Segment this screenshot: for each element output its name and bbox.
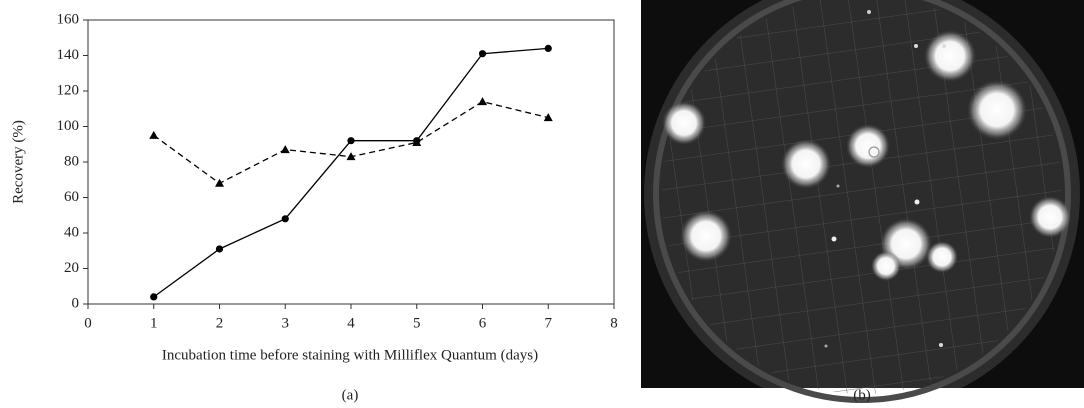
y-tick-label: 160	[57, 11, 80, 27]
marker	[149, 130, 159, 139]
series-line	[153, 47, 549, 298]
marker	[215, 178, 224, 187]
x-tick-label: 8	[610, 315, 618, 331]
marker	[280, 145, 290, 154]
marker	[544, 44, 552, 53]
marker	[543, 113, 553, 122]
y-tick-label: 80	[64, 153, 79, 169]
panel-label: (a)	[342, 387, 359, 403]
y-tick-label: 140	[57, 47, 80, 63]
x-tick-label: 5	[413, 315, 421, 331]
x-tick-label: 7	[545, 315, 553, 331]
plot-frame	[87, 19, 615, 305]
y-tick-label: 40	[64, 224, 79, 240]
marker	[478, 97, 487, 106]
marker	[478, 50, 487, 58]
x-tick-label: 2	[216, 315, 224, 331]
x-axis-title: Incubation time before staining with Mil…	[162, 347, 538, 363]
x-tick-label: 1	[150, 315, 158, 331]
marker	[215, 245, 224, 253]
x-tick-label: 3	[282, 315, 290, 331]
y-tick-label: 100	[57, 118, 80, 134]
y-tick-label: 20	[64, 260, 79, 276]
x-tick-label: 4	[347, 315, 355, 331]
marker	[150, 293, 158, 301]
y-tick-label: 60	[64, 189, 79, 205]
dish-photo	[641, 0, 1084, 403]
marker	[281, 215, 289, 223]
y-tick-label: 120	[57, 82, 80, 98]
panel-label: (b)	[853, 387, 871, 403]
x-tick-label: 6	[479, 315, 487, 331]
x-tick-label: 0	[84, 315, 92, 331]
y-axis-title: Recovery (%)	[10, 120, 26, 204]
marker	[346, 152, 356, 161]
y-tick-label: 0	[72, 295, 80, 311]
marker	[347, 137, 355, 145]
marker	[412, 137, 422, 146]
